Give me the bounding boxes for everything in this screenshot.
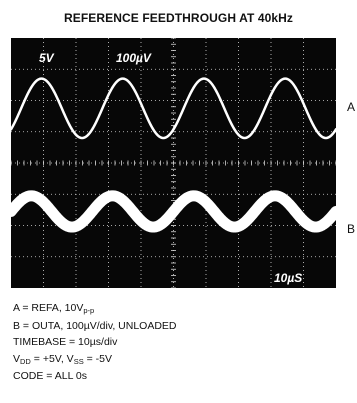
note-channel-a: A = REFA, 10Vp-p	[13, 302, 95, 315]
chart-title: REFERENCE FEEDTHROUGH AT 40kHz	[63, 11, 294, 25]
oscilloscope-screen: 5V 100µV 10µS	[11, 38, 336, 288]
trace-b	[11, 190, 336, 233]
note-code: CODE = ALL 0s	[13, 370, 88, 382]
note-channel-b: B = OUTA, 100µV/div, UNLOADED	[13, 319, 177, 332]
trace-label-a: A	[347, 100, 356, 114]
traces	[11, 77, 336, 233]
note-timebase: TIMEBASE = 10µs/div	[13, 336, 118, 348]
note-supplies: VDD = +5V, VSS = -5V	[13, 352, 113, 366]
channel-a-scale-label: 5V	[39, 51, 55, 65]
timebase-scale-label: 10µS	[274, 271, 302, 285]
graticule	[11, 38, 336, 288]
trace-a	[11, 77, 336, 140]
channel-b-scale-label: 100µV	[116, 51, 152, 65]
notes-block: A = REFA, 10Vp-p B = OUTA, 100µV/div, UN…	[13, 300, 343, 385]
trace-label-b: B	[347, 222, 356, 236]
